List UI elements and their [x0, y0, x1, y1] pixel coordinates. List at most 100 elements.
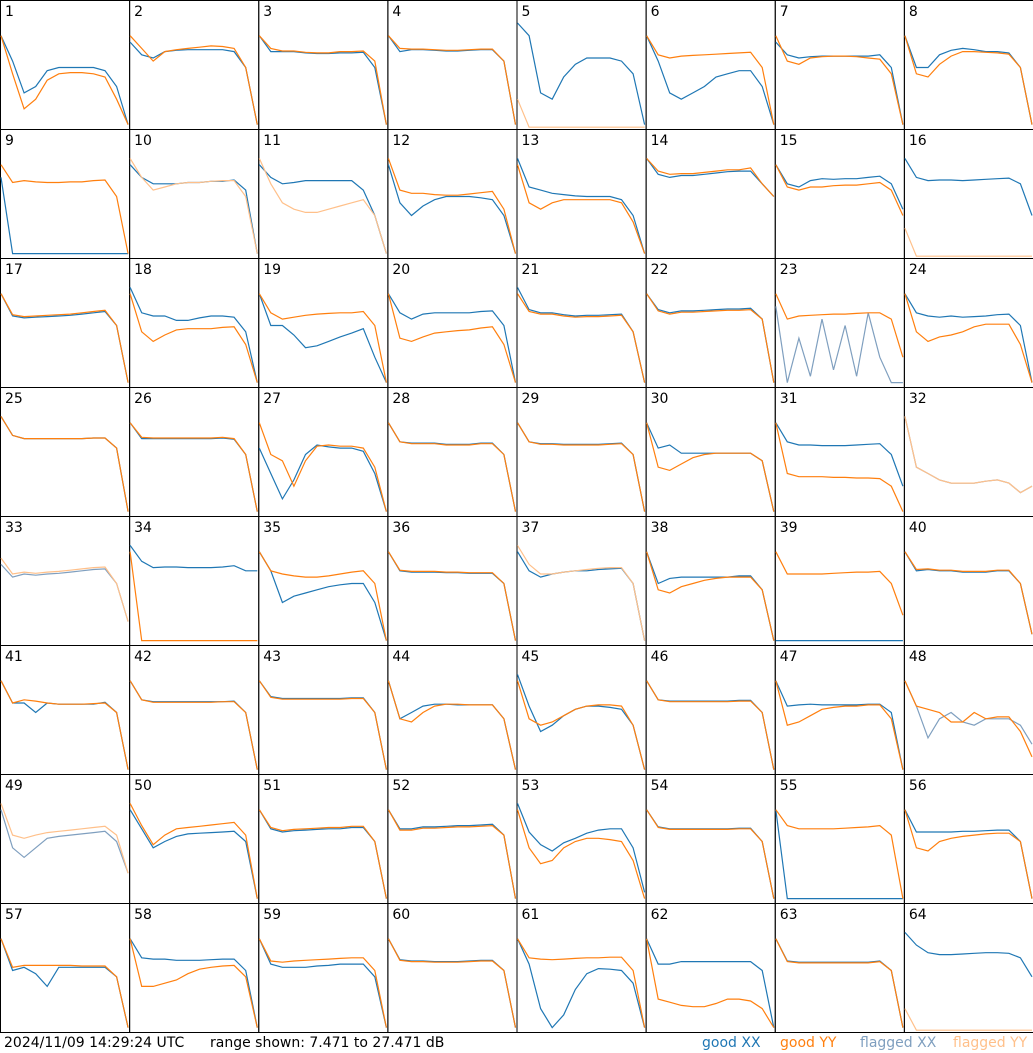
- legend-entry: flagged XX: [860, 1035, 937, 1051]
- spectrum-yy: [0, 803, 129, 874]
- panel-frame: [903, 903, 1033, 1033]
- spectrum-xx: [517, 22, 646, 125]
- spectrum-yy: [387, 35, 517, 125]
- spectrum-yy: [904, 551, 1033, 635]
- spectrum-yy: [0, 35, 129, 125]
- range-label: range shown: 7.471 to 27.471 dB: [210, 1035, 444, 1051]
- spectrum-yy: [258, 680, 387, 770]
- panel-label: 48: [909, 649, 927, 665]
- spectrum-yy: [904, 35, 1033, 125]
- spectrum-yy: [516, 98, 645, 128]
- spectrum-yy: [129, 35, 258, 125]
- spectrum-yy: [775, 551, 904, 616]
- spectrum-yy: [775, 35, 904, 125]
- spectrum-yy: [646, 293, 775, 383]
- spectrum-xx: [0, 938, 129, 1028]
- spectrum-yy: [258, 938, 387, 1028]
- panel-label: 58: [134, 907, 152, 923]
- spectrum-yy: [0, 680, 129, 770]
- spectrum-xx: [516, 938, 646, 1029]
- panel-label: 46: [651, 649, 669, 665]
- panel-label: 22: [651, 262, 669, 278]
- panel-label: 64: [909, 907, 927, 923]
- spectrum-yy: [646, 157, 775, 197]
- panel-label: 43: [263, 649, 281, 665]
- panel-label: 31: [780, 391, 798, 407]
- spectrum-xx: [387, 164, 517, 254]
- spectrum-yy: [129, 551, 258, 642]
- spectrum-yy: [0, 557, 129, 622]
- spectrum-xx: [904, 809, 1033, 899]
- spectrum-yy: [646, 422, 775, 512]
- spectrum-xx: [129, 809, 258, 899]
- spectrum-yy: [904, 680, 1033, 758]
- panel-label: 11: [263, 133, 281, 149]
- panel-label: 5: [522, 4, 531, 20]
- spectrum-yy: [0, 416, 129, 512]
- spectrum-yy: [516, 164, 646, 254]
- panel-label: 53: [522, 778, 540, 794]
- panel-label: 14: [651, 133, 669, 149]
- spectrum-xx: [258, 164, 387, 254]
- legend-entry: flagged YY: [953, 1035, 1028, 1051]
- panel-label: 3: [263, 4, 272, 20]
- spectrum-yy: [646, 551, 775, 641]
- spectrum-xx: [775, 164, 904, 210]
- spectrum-yy: [387, 422, 517, 512]
- spectrum-xx: [129, 41, 258, 125]
- timestamp: 2024/11/09 14:29:24 UTC: [4, 1035, 184, 1051]
- spectrum-yy: [258, 422, 387, 512]
- spectrum-yy: [0, 293, 129, 383]
- spectrum-yy: [516, 422, 646, 512]
- spectrum-xx: [0, 35, 129, 125]
- spectrum-yy: [775, 293, 904, 358]
- panel-label: 41: [5, 649, 23, 665]
- spectrum-xx: [0, 809, 129, 874]
- panel-label: 13: [522, 133, 540, 149]
- panel-label: 60: [392, 907, 410, 923]
- panel-label: 20: [392, 262, 410, 278]
- spectrum-xx: [904, 35, 1033, 125]
- spectrum-yy: [904, 1008, 1032, 1031]
- spectrum-yy: [646, 809, 775, 899]
- panel-label: 25: [5, 391, 23, 407]
- spectrum-yy: [904, 416, 1033, 494]
- spectrum-yy: [258, 35, 387, 125]
- spectrum-yy: [775, 680, 904, 770]
- panel-label: 47: [780, 649, 798, 665]
- legend-entry: good YY: [780, 1035, 837, 1051]
- panel-label: 56: [909, 778, 927, 794]
- spectrum-xx: [646, 938, 775, 1028]
- spectrum-yy: [646, 680, 775, 770]
- spectrum-yy: [516, 293, 646, 383]
- panel-label: 17: [5, 262, 23, 278]
- spectrum-yy: [387, 293, 517, 383]
- spectrum-xx: [258, 293, 387, 383]
- panel-label: 33: [5, 520, 23, 536]
- panel-label: 34: [134, 520, 152, 536]
- spectrum-yy: [775, 809, 904, 899]
- spectrum-xx: [516, 803, 646, 893]
- spectrum-yy: [258, 551, 387, 641]
- panel-label: 36: [392, 520, 410, 536]
- panel-label: 42: [134, 649, 152, 665]
- panel-label: 38: [651, 520, 669, 536]
- spectrum-xx: [516, 158, 646, 254]
- panel-label: 49: [5, 778, 23, 794]
- panel-label: 40: [909, 520, 927, 536]
- panel-label: 62: [651, 907, 669, 923]
- panel-label: 44: [392, 649, 410, 665]
- panel-label: 37: [522, 520, 540, 536]
- panel-label: 50: [134, 778, 152, 794]
- panel-label: 55: [780, 778, 798, 794]
- panel-label: 6: [651, 4, 660, 20]
- spectrum-yy: [387, 551, 517, 641]
- panel-label: 24: [909, 262, 927, 278]
- spectrum-xx: [646, 293, 775, 383]
- spectrum-xx: [129, 938, 258, 1028]
- spectrum-xx: [775, 809, 903, 900]
- panel-label: 10: [134, 133, 152, 149]
- panel-label: 45: [522, 649, 540, 665]
